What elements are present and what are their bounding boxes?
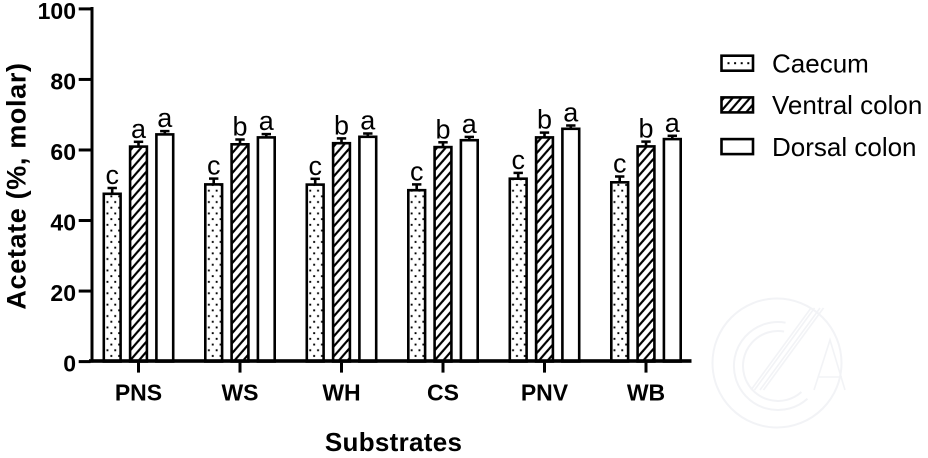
svg-text:b: b bbox=[232, 112, 247, 142]
svg-text:60: 60 bbox=[50, 139, 76, 165]
svg-text:c: c bbox=[207, 151, 221, 181]
svg-text:c: c bbox=[410, 156, 424, 186]
svg-text:a: a bbox=[665, 108, 681, 138]
svg-text:Substrates: Substrates bbox=[325, 427, 462, 453]
svg-text:Dorsal colon: Dorsal colon bbox=[772, 132, 917, 162]
svg-text:c: c bbox=[613, 149, 627, 179]
svg-text:PNV: PNV bbox=[521, 380, 569, 406]
svg-text:20: 20 bbox=[50, 280, 76, 306]
svg-text:a: a bbox=[259, 106, 275, 136]
svg-text:40: 40 bbox=[50, 210, 76, 236]
svg-text:c: c bbox=[308, 151, 322, 181]
svg-text:c: c bbox=[105, 160, 119, 190]
svg-text:80: 80 bbox=[50, 68, 76, 94]
svg-text:WB: WB bbox=[627, 380, 665, 406]
svg-text:Acetate (%, molar): Acetate (%, molar) bbox=[2, 62, 32, 309]
svg-text:a: a bbox=[563, 98, 579, 128]
svg-text:CS: CS bbox=[427, 380, 459, 406]
svg-text:Ventral colon: Ventral colon bbox=[772, 90, 922, 120]
svg-text:PNS: PNS bbox=[115, 380, 162, 406]
svg-text:a: a bbox=[131, 114, 147, 144]
svg-text:a: a bbox=[157, 103, 173, 133]
svg-text:b: b bbox=[334, 110, 349, 140]
svg-text:Caecum: Caecum bbox=[772, 48, 869, 78]
svg-text:c: c bbox=[511, 145, 525, 175]
svg-text:a: a bbox=[360, 106, 376, 136]
svg-text:WS: WS bbox=[221, 380, 258, 406]
svg-text:b: b bbox=[638, 114, 653, 144]
svg-text:WH: WH bbox=[322, 380, 360, 406]
svg-text:0: 0 bbox=[63, 351, 76, 377]
svg-text:a: a bbox=[462, 109, 478, 139]
svg-text:100: 100 bbox=[38, 0, 76, 24]
svg-text:b: b bbox=[537, 105, 552, 135]
svg-text:b: b bbox=[435, 114, 450, 144]
